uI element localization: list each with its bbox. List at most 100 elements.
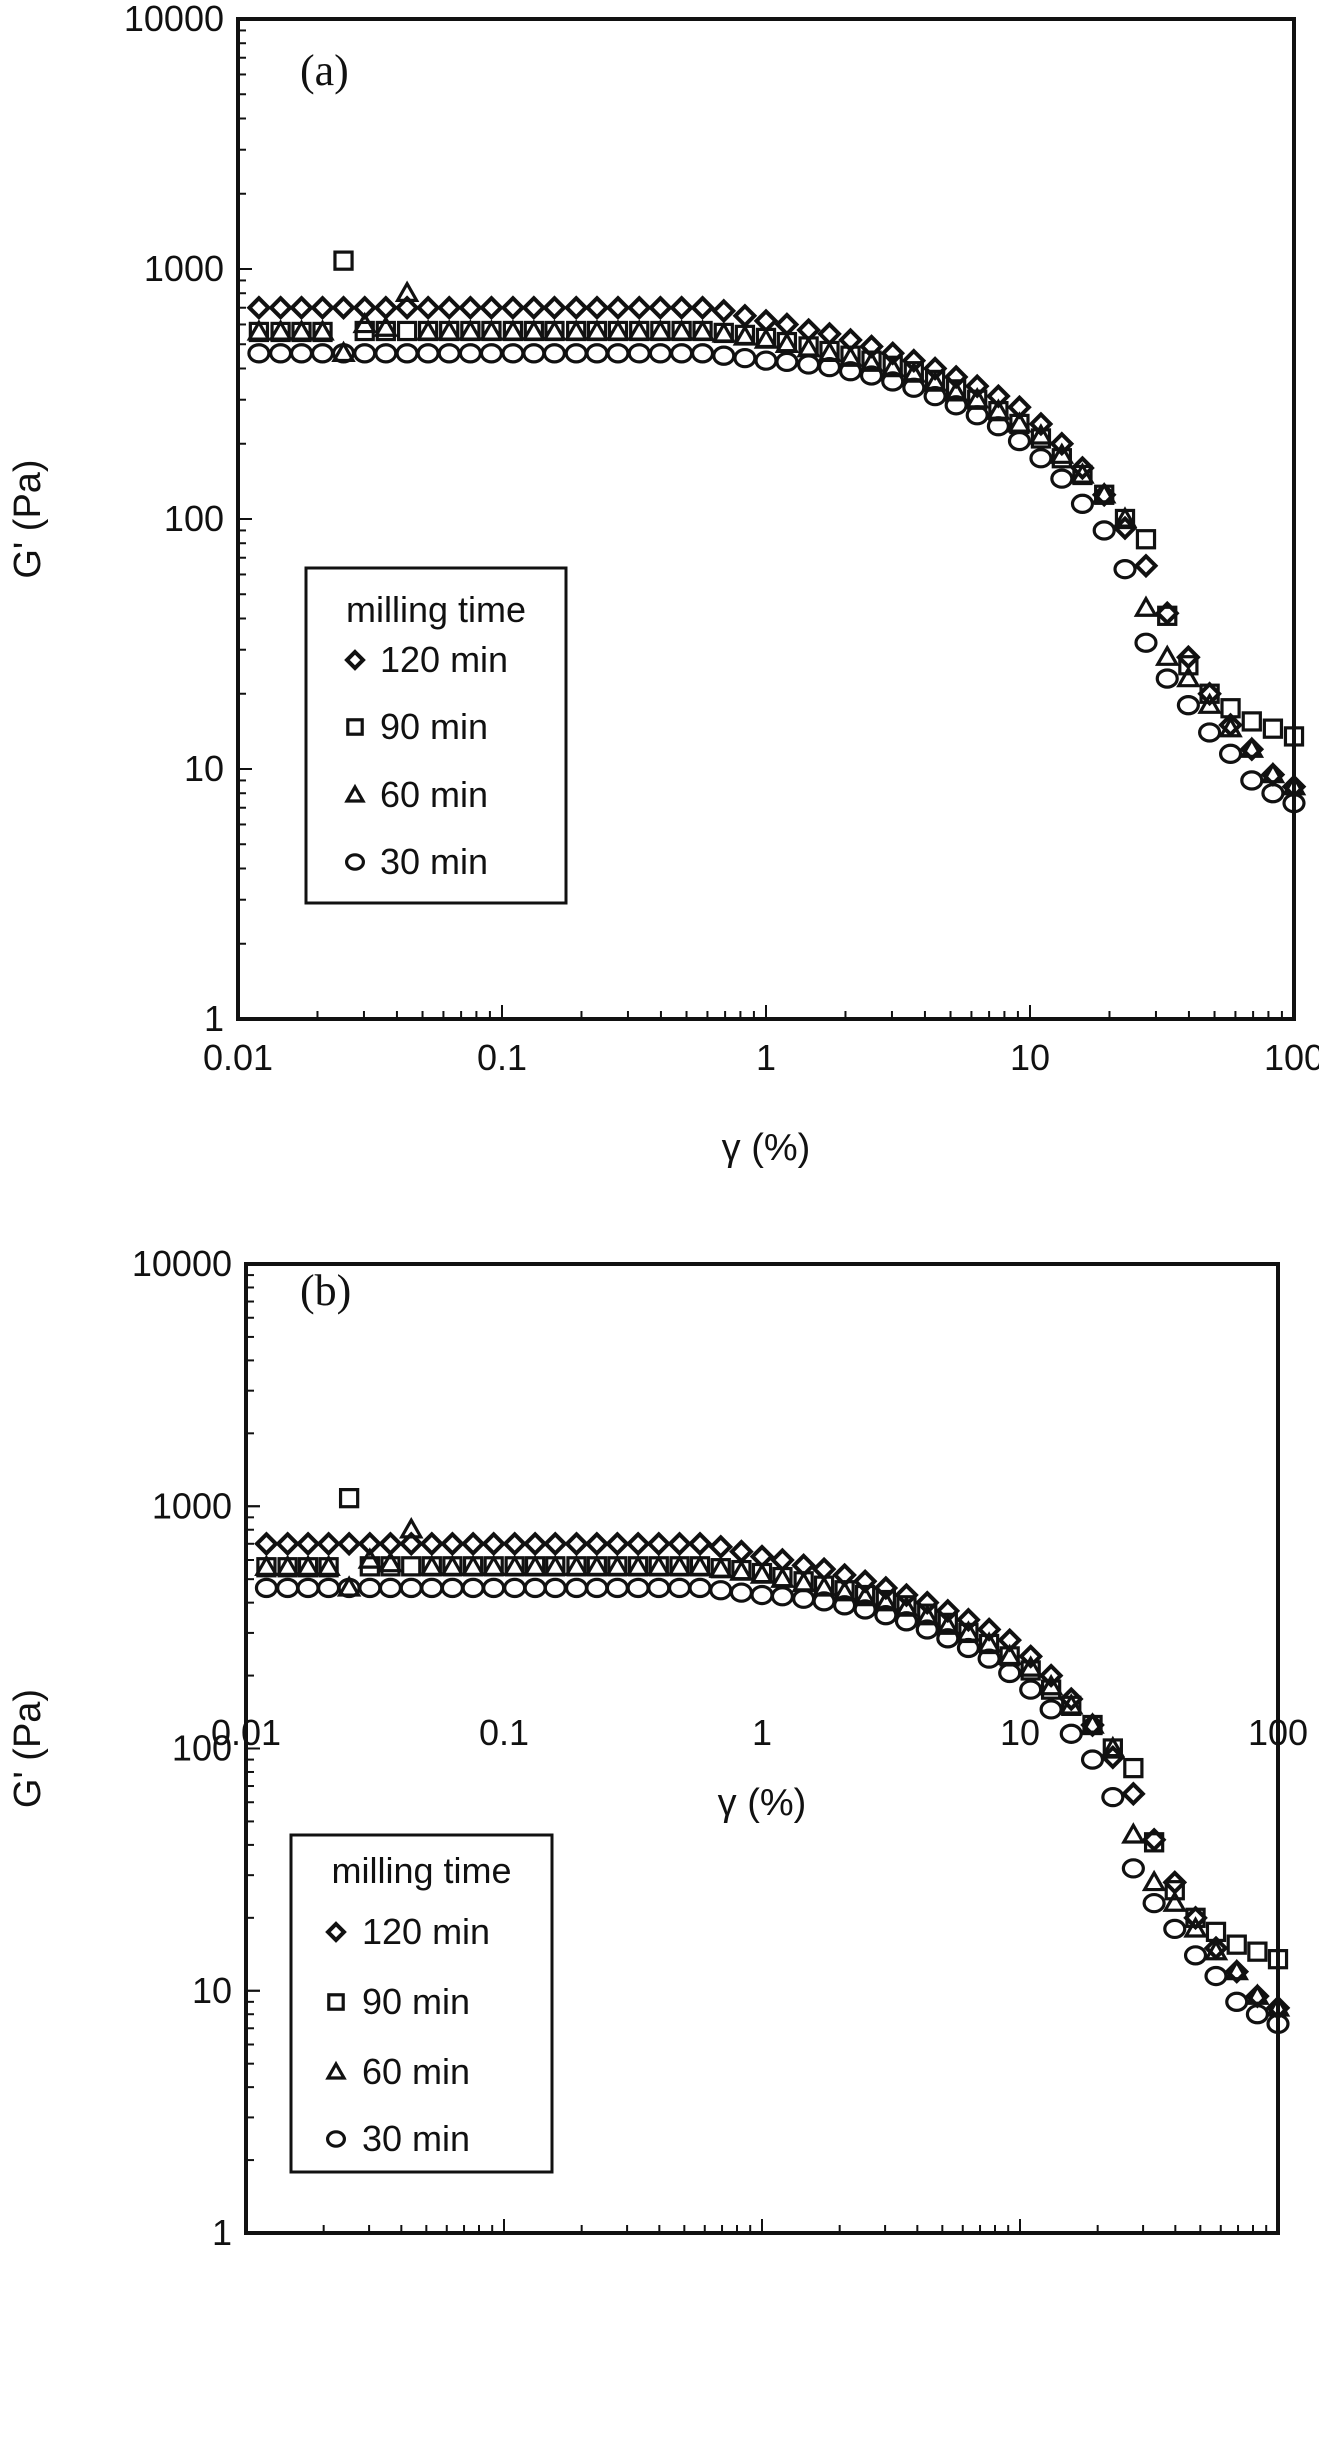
y-tick-label: 10000 [124,0,224,39]
legend: milling time 120 min 90 min 60 min 30 min [304,566,568,905]
x-tick-label: 10 [1000,1712,1040,1753]
data-point-square [396,320,418,342]
data-point-diamond [564,1531,589,1557]
data-point-circle [420,1577,444,1599]
data-point-triangle [1260,761,1286,784]
data-point-diamond [460,1531,486,1557]
data-point-circle [733,347,757,369]
data-point-triangle [880,355,905,378]
data-point-circle [585,343,609,364]
data-point-triangle [378,1550,403,1573]
data-point-triangle [605,319,631,341]
data-point-diamond [584,1531,610,1557]
data-point-diamond [1038,1663,1064,1688]
series-30-min [247,343,1306,814]
chart-panel-b: 0.01 0.1 1 10 100 1 10 100 1000 10000 γ (%) G' (Pa)… [7,1243,1308,2253]
data-point-square [1178,655,1199,676]
plot-area-frame [236,17,1296,1021]
data-point-triangle [289,319,314,341]
chart-panel-a: 0.01 0.1 1 10 100 1 10 100 1000 10000 γ (%) G' (Pa)… [7,0,1319,1169]
data-point-circle [881,371,905,392]
x-tick-label: 1 [756,1037,776,1078]
data-point-triangle [749,1562,775,1584]
data-point-circle [353,343,377,364]
data-point-circle [1245,2004,1269,2025]
data-point-circle [712,345,736,366]
data-point-diamond [502,1531,528,1557]
data-point-triangle [481,1554,506,1576]
data-point-triangle [1018,1655,1043,1677]
data-point-circle [606,343,630,364]
data-point-triangle [708,1556,734,1578]
data-point-diamond [500,295,526,321]
data-point-triangle [458,319,483,341]
data-point-diamond [1224,1959,1250,1984]
data-point-diamond [690,295,715,321]
data-point-circle [915,1619,939,1640]
data-point-circle [523,1577,547,1599]
data-point-triangle [894,1595,919,1617]
data-point-circle [944,395,968,416]
data-point-diamond [1018,1644,1044,1669]
data-point-circle [670,343,694,364]
data-point-circle [647,1577,671,1599]
data-point-circle [458,343,482,364]
data-point-square [401,1556,422,1577]
plot-area-frame [244,1262,1280,2235]
data-point-circle [317,1577,341,1599]
data-point-circle [874,1605,898,1626]
data-point-diamond [605,1531,630,1557]
data-point-circle [648,343,672,364]
data-point-diamond [331,295,356,321]
x-axis-title: γ (%) [722,1127,811,1169]
data-point-circle [1142,1892,1166,1914]
data-point-triangle [1141,1869,1167,1892]
data-point-circle [770,1586,795,1607]
panel-label: (a) [300,46,349,95]
data-point-circle [310,343,335,364]
data-point-diamond [1049,431,1075,457]
data-point-circle [1198,722,1222,743]
data-point-triangle [729,1559,754,1581]
data-point-circle [437,343,461,364]
data-point-circle [754,350,778,371]
data-point-triangle [1091,482,1117,504]
data-point-diamond [669,295,694,321]
legend-label: 120 min [362,1911,490,1952]
data-point-triangle [500,319,526,341]
data-point-circle [461,1577,485,1599]
y-axis-title: G' (Pa) [7,459,49,578]
data-point-triangle [1245,1983,1270,2005]
data-point-square [1267,1949,1289,1970]
y-tick-label: 1000 [152,1485,232,1526]
data-point-triangle [1154,644,1180,666]
legend-label: 120 min [380,639,508,680]
data-point-circle [503,1577,527,1599]
data-point-triangle [796,335,821,358]
legend-marker-square-icon [327,1993,345,2011]
data-point-triangle [901,361,927,383]
data-point-circle [1039,1699,1063,1720]
data-point-diamond [458,295,483,321]
data-point-circle [977,1648,1001,1669]
data-point-triangle [711,321,737,343]
data-point-circle [395,343,419,364]
data-point-square [1283,726,1305,747]
data-point-triangle [626,319,652,341]
data-point-square [1199,683,1220,704]
data-point-diamond [729,1539,754,1564]
data-point-triangle [398,1517,424,1539]
legend-marker-circle-icon [326,2130,347,2148]
data-point-diamond [648,295,673,321]
data-point-triangle [1176,665,1201,688]
data-point-circle [838,361,863,382]
x-tick-label: 10 [1010,1037,1050,1078]
legend-marker-circle-icon [345,853,366,871]
data-point-circle [1029,448,1053,469]
data-point-square [1185,1907,1206,1928]
data-point-diamond [1028,411,1054,437]
data-point-diamond [646,1531,672,1557]
data-point-circle [1266,2013,1290,2035]
data-point-diamond [873,1575,899,1601]
